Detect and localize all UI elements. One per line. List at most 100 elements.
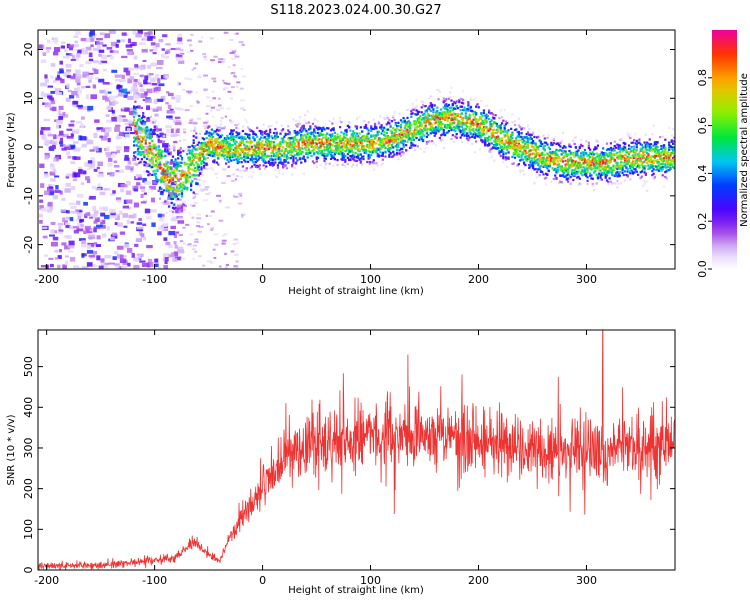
spectrogram-cell — [73, 35, 79, 38]
spectrogram-cell — [177, 193, 180, 197]
spectrogram-cell — [243, 153, 246, 157]
spectrogram-cell — [450, 106, 453, 109]
spectrogram-cell — [124, 154, 129, 159]
spectrogram-cell — [462, 128, 465, 131]
spectrogram-cell — [212, 248, 216, 251]
spectrogram-cell — [405, 128, 408, 131]
spectrogram-cell — [526, 151, 530, 154]
spectrogram-cell — [143, 79, 148, 85]
spectrogram-cell — [199, 152, 202, 155]
spectrogram-cell — [546, 165, 549, 168]
spectrogram-cell — [477, 126, 480, 129]
spectrogram-cell — [213, 145, 216, 148]
spectrogram-cell — [326, 132, 329, 135]
spectrogram-cell — [219, 120, 223, 123]
spectrogram-cell — [86, 244, 92, 250]
spectrogram-cell — [304, 147, 307, 150]
spectrogram-cell — [349, 155, 352, 158]
spectrogram-cell — [230, 250, 235, 253]
spectrogram-cell — [497, 136, 500, 139]
spectrogram-cell — [427, 107, 430, 110]
spectrogram-cell — [224, 141, 228, 145]
spectrogram-cell — [323, 166, 326, 169]
spectrogram-cell — [190, 162, 193, 165]
spectrogram-cell — [54, 47, 61, 52]
spectrogram-cell — [533, 156, 536, 159]
spectrogram-cell — [427, 127, 430, 130]
spectrogram-cell — [313, 130, 316, 133]
spectrogram-cell — [254, 152, 257, 155]
spectrogram-cell — [107, 188, 111, 191]
spectrogram-cell — [234, 55, 240, 58]
spectrogram-cell — [301, 129, 304, 132]
spectrogram-cell — [239, 194, 243, 197]
spectrogram-cell — [177, 249, 184, 254]
spectrogram-cell — [333, 150, 337, 153]
spectrogram-cell — [318, 138, 321, 141]
spectrogram-cell — [223, 88, 226, 91]
spectrogram-cell — [239, 148, 242, 151]
spectrogram-cell — [98, 78, 105, 83]
spectrogram-cell — [75, 31, 81, 35]
spectrogram-cell — [534, 161, 537, 165]
spectrogram-cell — [396, 143, 399, 146]
spectrogram-cell — [405, 134, 408, 137]
spectrogram-cell — [275, 151, 278, 154]
spectrogram-cell — [471, 135, 474, 138]
spectrogram-cell — [204, 149, 207, 152]
spectrogram-cell — [511, 113, 514, 116]
spectrogram-cell — [118, 91, 122, 96]
spectrogram-cell — [327, 153, 330, 156]
spectrogram-cell — [221, 144, 224, 147]
spectrogram-cell — [168, 230, 176, 236]
spectrogram-cell — [256, 151, 259, 155]
spectrogram-cell — [235, 260, 239, 263]
spectrogram-cell — [182, 181, 185, 184]
spectrogram-cell — [183, 171, 186, 175]
spectrogram-cell — [182, 174, 185, 177]
spectrogram-cell — [231, 132, 234, 136]
spectrogram-cell — [223, 151, 226, 154]
spectrogram-cell — [305, 145, 308, 149]
spectrogram-cell — [443, 113, 447, 116]
spectrogram-cell — [63, 144, 70, 148]
spectrogram-cell — [227, 160, 230, 163]
spectrogram-cell — [188, 159, 191, 163]
spectrogram-cell — [385, 123, 388, 126]
spectrogram-cell — [110, 151, 117, 155]
spectrogram-cell — [142, 112, 145, 115]
spectrogram-cell — [362, 155, 365, 158]
spectrogram-cell — [283, 135, 286, 138]
spectrogram-cell — [57, 222, 64, 226]
spectrogram-cell — [458, 128, 461, 131]
spectrogram-cell — [133, 256, 139, 261]
spectrogram-cell — [468, 130, 471, 133]
spectrogram-cell — [520, 155, 523, 159]
spectrogram-cell — [150, 197, 155, 203]
spectrogram-cell — [351, 137, 355, 140]
spectrogram-cell — [434, 111, 438, 114]
spectrogram-cell — [140, 106, 143, 110]
spectrogram-cell — [93, 69, 99, 75]
spectrogram-cell — [227, 90, 232, 93]
spectrogram-cell — [327, 149, 330, 152]
spectrogram-cell — [76, 200, 81, 205]
spectrogram-cell — [464, 109, 467, 112]
spectrogram-cell — [427, 116, 430, 120]
spectrogram-cell — [495, 135, 498, 139]
spectrogram-cell — [50, 145, 57, 150]
spectrogram-cell — [84, 162, 91, 167]
spectrogram-cell — [91, 185, 96, 190]
spectrogram-cell — [101, 233, 107, 238]
spectrogram-cell — [459, 136, 462, 139]
spectrogram-cell — [532, 161, 535, 165]
spectrogram-cell — [403, 125, 406, 128]
spectrogram-cell — [289, 142, 292, 145]
spectrogram-cell — [44, 74, 48, 79]
spectrogram-cell — [187, 78, 193, 81]
spectrogram-cell — [550, 180, 553, 183]
spectrogram-cell — [156, 161, 159, 165]
spectrogram-cell — [259, 132, 263, 135]
spectrogram-cell — [390, 134, 394, 137]
spectrogram-cell — [539, 144, 543, 147]
